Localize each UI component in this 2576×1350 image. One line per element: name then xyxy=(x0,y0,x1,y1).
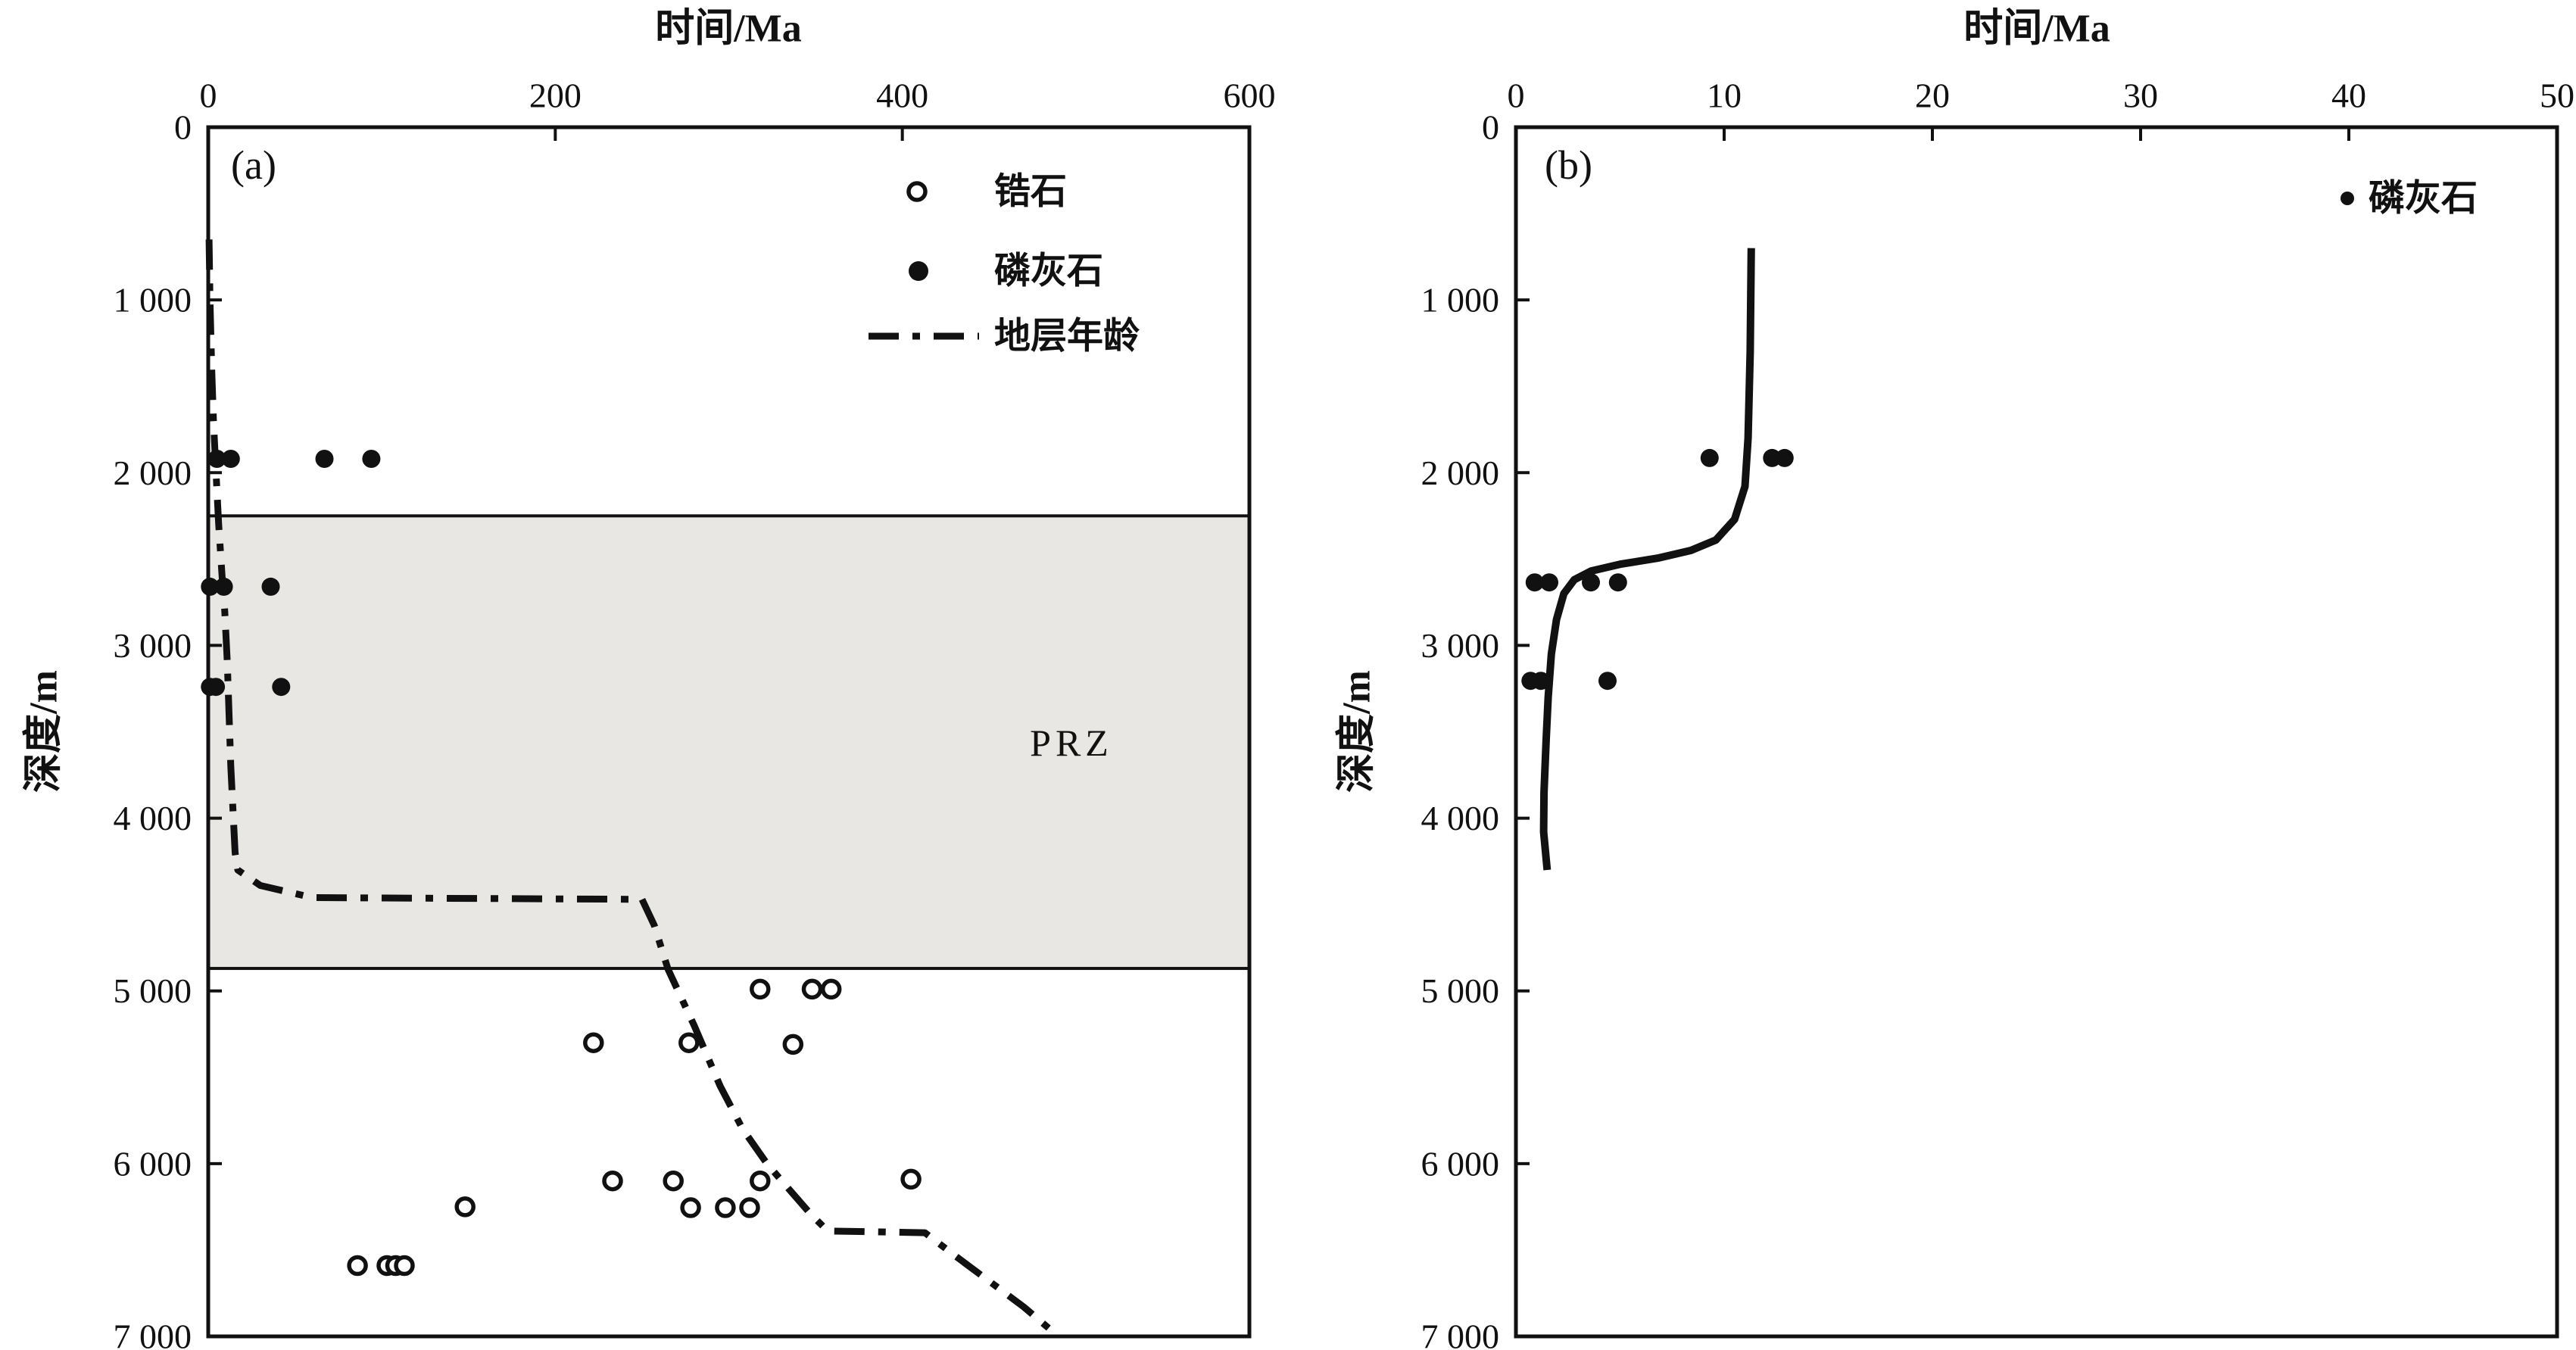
panel-b-x-axis-title: 时间/Ma xyxy=(1963,8,2110,51)
x-axis-tick-label: 0 xyxy=(1508,76,1525,115)
y-axis-tick-label: 1 000 xyxy=(1421,281,1500,320)
panel-a-y-axis-title: 深度/m xyxy=(22,670,66,793)
apatite-data-point xyxy=(315,450,334,468)
zircon-data-point xyxy=(394,1255,415,1277)
prz-zone-label: PRZ xyxy=(1030,722,1113,764)
panel-b-label: (b) xyxy=(1545,142,1592,188)
apatite-data-point xyxy=(1608,573,1627,592)
apatite-data-point xyxy=(221,450,240,468)
x-axis-tick-label: 50 xyxy=(2540,76,2574,115)
thermal-model-curve xyxy=(1539,248,1755,871)
apatite-data-point xyxy=(272,678,291,697)
zircon-data-point xyxy=(680,1197,701,1218)
x-axis-tick-label: 10 xyxy=(1707,76,1742,115)
panel-b-graphics: 0 10 20 30 40 50 0 1 000 2 000 3 000 4 000 5 000 6 0… xyxy=(1421,76,2575,1350)
legend-zircon-marker-icon xyxy=(906,181,928,202)
zircon-data-point xyxy=(454,1196,476,1217)
axes-box xyxy=(1514,125,2559,1339)
legend-label-strata-age: 地层年龄 xyxy=(994,316,1140,357)
panel-a-label: (a) xyxy=(231,142,276,188)
y-axis-tick-label: 6 000 xyxy=(114,1144,192,1183)
x-axis-tick-label: 600 xyxy=(1224,76,1276,115)
apatite-data-point xyxy=(261,577,280,596)
zircon-data-point xyxy=(900,1168,922,1190)
zircon-data-point xyxy=(678,1032,700,1053)
apatite-data-point xyxy=(1700,448,1719,467)
x-axis-tick-label: 20 xyxy=(1915,76,1950,115)
y-axis-tick-label: 2 000 xyxy=(1421,454,1500,492)
y-axis-tick-label: 5 000 xyxy=(1421,971,1500,1010)
zircon-data-point xyxy=(347,1255,368,1277)
legend-label-zircon: 锆石 xyxy=(994,172,1067,212)
legend-label-apatite-a: 磷灰石 xyxy=(994,251,1103,292)
apatite-data-point xyxy=(1525,573,1544,592)
y-axis-tick-label: 0 xyxy=(1482,108,1499,147)
zircon-data-point xyxy=(739,1197,760,1218)
x-axis-tick-label: 0 xyxy=(200,76,217,115)
x-axis-tick-label: 200 xyxy=(529,76,582,115)
legend-label-apatite-b: 磷灰石 xyxy=(2369,179,2478,219)
legend-apatite-b-marker-icon xyxy=(2341,192,2354,205)
x-axis-tick-label: 30 xyxy=(2123,76,2158,115)
prz-zone-rect xyxy=(207,514,1251,971)
y-axis-tick-label: 4 000 xyxy=(114,799,192,837)
y-axis-tick-label: 7 000 xyxy=(1421,1317,1500,1350)
y-axis-tick-label: 3 000 xyxy=(1421,626,1500,665)
apatite-data-point xyxy=(1540,573,1558,592)
apatite-data-point xyxy=(362,450,381,468)
y-axis-tick-label: 3 000 xyxy=(114,626,192,665)
y-axis-tick-label: 2 000 xyxy=(114,454,192,492)
panel-b-y-axis-title: 深度/m xyxy=(1335,670,1379,793)
zircon-data-point xyxy=(782,1034,804,1055)
axes-box xyxy=(206,125,1252,1339)
zircon-data-point xyxy=(820,978,842,1000)
zircon-data-point xyxy=(801,978,823,1000)
legend-apatite-marker-icon xyxy=(909,261,928,281)
x-axis-tick-label: 400 xyxy=(876,76,928,115)
strata-age-line xyxy=(205,239,1056,1335)
x-axis-tick-label: 40 xyxy=(2331,76,2366,115)
apatite-data-point xyxy=(207,678,226,697)
y-axis-tick-label: 1 000 xyxy=(114,281,192,320)
zircon-data-point xyxy=(750,978,771,1000)
apatite-data-point xyxy=(1598,672,1617,691)
zircon-data-point xyxy=(663,1170,684,1192)
y-axis-tick-label: 7 000 xyxy=(114,1317,192,1350)
zircon-data-point xyxy=(750,1170,771,1192)
panel-a-graphics: 0 200 400 600 0 1 000 2 000 3 000 4 000 5 000 6 00… xyxy=(114,76,1276,1350)
panel-a-x-axis-title: 时间/Ma xyxy=(655,8,802,51)
y-axis-tick-label: 0 xyxy=(174,108,192,147)
apatite-data-point xyxy=(1775,448,1794,467)
zircon-data-point xyxy=(602,1170,623,1192)
y-axis-tick-label: 4 000 xyxy=(1421,799,1500,837)
zircon-data-point xyxy=(583,1032,604,1053)
y-axis-tick-label: 6 000 xyxy=(1421,1144,1500,1183)
zircon-data-point xyxy=(715,1197,736,1218)
apatite-data-point xyxy=(1582,573,1600,592)
apatite-data-point xyxy=(1763,448,1782,467)
y-axis-tick-label: 5 000 xyxy=(114,971,192,1010)
